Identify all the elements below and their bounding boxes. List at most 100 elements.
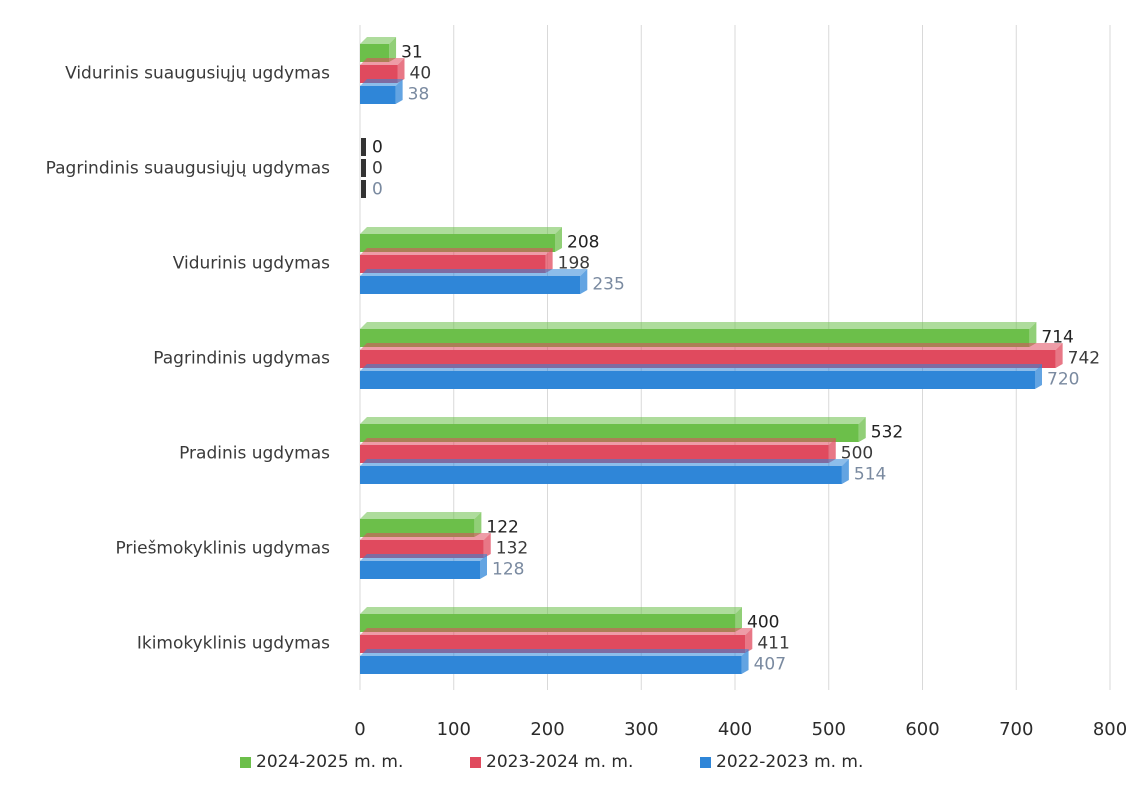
bar-vidurinis-suaugusiųjų-ugdymas-2023-2024-m-m (360, 65, 398, 83)
category-label-vidurinis-suaugusiųjų-ugdymas: Vidurinis suaugusiųjų ugdymas (65, 64, 330, 84)
bar-pagrindinis-ugdymas-2023-2024-m-m (360, 350, 1056, 368)
legend-swatch-2024-2025 (240, 756, 251, 768)
category-label-ikimokyklinis-ugdymas: Ikimokyklinis ugdymas (137, 634, 330, 654)
bar-vidurinis-suaugusiųjų-ugdymas-2022-2023-m-m (360, 86, 396, 104)
x-tick-label-0: 0 (354, 719, 365, 740)
bar-pagrindinis-ugdymas-2022-2023-m-m (360, 371, 1035, 389)
bar-top-pradinis-ugdymas-2022-2023-m-m (360, 459, 849, 466)
bar-vidurinis-ugdymas-2023-2024-m-m (360, 255, 546, 273)
data-label-pagrindinis-ugdymas-2024-2025-m-m: 714 (1041, 328, 1073, 348)
bar-depth-ikimokyklinis-ugdymas-2022-2023-m-m (741, 649, 749, 674)
x-tick-label-600: 600 (905, 719, 939, 740)
data-label-pagrindinis-ugdymas-2022-2023-m-m: 720 (1047, 370, 1079, 390)
data-label-vidurinis-suaugusiųjų-ugdymas-2024-2025-m-m: 31 (401, 43, 423, 63)
legend-label-2023-2024: 2023-2024 m. m. (486, 752, 634, 772)
category-label-pagrindinis-suaugusiųjų-ugdymas: Pagrindinis suaugusiųjų ugdymas (46, 159, 330, 179)
bar-depth-vidurinis-ugdymas-2024-2025-m-m (555, 227, 562, 252)
bar-pradinis-ugdymas-2022-2023-m-m (360, 466, 842, 484)
category-label-vidurinis-ugdymas: Vidurinis ugdymas (173, 254, 330, 274)
bar-depth-ikimokyklinis-ugdymas-2023-2024-m-m (745, 628, 753, 653)
x-tick-label-500: 500 (812, 719, 846, 740)
bar-ikimokyklinis-ugdymas-2022-2023-m-m (360, 656, 742, 674)
data-label-vidurinis-suaugusiųjų-ugdymas-2022-2023-m-m: 38 (408, 85, 430, 105)
legend-swatch-2023-2024 (470, 756, 481, 768)
data-label-pradinis-ugdymas-2022-2023-m-m: 514 (854, 465, 886, 485)
bar-depth-priešmokyklinis-ugdymas-2024-2025-m-m (474, 512, 482, 537)
bar-top-vidurinis-suaugusiųjų-ugdymas-2024-2025-m-m (360, 37, 397, 44)
data-label-pagrindinis-suaugusiųjų-ugdymas-2022-2023-m-m: 0 (372, 180, 383, 200)
bar-ikimokyklinis-ugdymas-2023-2024-m-m (360, 635, 746, 653)
legend-item-2022-2023: 2022-2023 m. m. (700, 752, 863, 772)
category-label-pagrindinis-ugdymas: Pagrindinis ugdymas (153, 349, 330, 369)
data-label-priešmokyklinis-ugdymas-2023-2024-m-m: 132 (496, 539, 528, 559)
bar-top-vidurinis-ugdymas-2023-2024-m-m (360, 248, 553, 255)
data-label-vidurinis-ugdymas-2024-2025-m-m: 208 (567, 233, 599, 253)
bar-pagrindinis-suaugusiųjų-ugdymas-2022-2023-m-m (361, 180, 366, 198)
bar-top-priešmokyklinis-ugdymas-2022-2023-m-m (360, 554, 487, 561)
bar-depth-pradinis-ugdymas-2023-2024-m-m (828, 438, 836, 463)
bar-top-ikimokyklinis-ugdymas-2023-2024-m-m (360, 628, 753, 635)
bar-top-vidurinis-suaugusiųjų-ugdymas-2022-2023-m-m (360, 79, 403, 86)
bar-depth-vidurinis-ugdymas-2022-2023-m-m (580, 269, 588, 294)
bar-pagrindinis-ugdymas-2024-2025-m-m (360, 329, 1030, 347)
legend-label-2024-2025: 2024-2025 m. m. (256, 752, 404, 772)
bar-depth-vidurinis-ugdymas-2023-2024-m-m (545, 248, 553, 273)
bar-depth-priešmokyklinis-ugdymas-2022-2023-m-m (480, 554, 487, 579)
category-label-priešmokyklinis-ugdymas: Priešmokyklinis ugdymas (115, 539, 330, 559)
x-tick-label-100: 100 (437, 719, 471, 740)
x-tick-label-300: 300 (624, 719, 658, 740)
legend-item-2024-2025: 2024-2025 m. m. (240, 752, 403, 772)
bar-depth-pagrindinis-ugdymas-2023-2024-m-m (1055, 343, 1063, 368)
bar-depth-pagrindinis-ugdymas-2024-2025-m-m (1029, 322, 1037, 347)
bar-top-priešmokyklinis-ugdymas-2023-2024-m-m (360, 533, 491, 540)
bar-top-priešmokyklinis-ugdymas-2024-2025-m-m (360, 512, 482, 519)
data-label-pradinis-ugdymas-2023-2024-m-m: 500 (841, 444, 873, 464)
bar-top-pagrindinis-ugdymas-2024-2025-m-m (360, 322, 1037, 329)
data-label-pagrindinis-ugdymas-2023-2024-m-m: 742 (1068, 349, 1100, 369)
bar-pagrindinis-suaugusiųjų-ugdymas-2023-2024-m-m (361, 159, 366, 177)
bar-top-pagrindinis-ugdymas-2022-2023-m-m (360, 364, 1042, 371)
legend-swatch-2022-2023 (700, 756, 711, 768)
bar-top-pradinis-ugdymas-2023-2024-m-m (360, 438, 836, 445)
bar-depth-vidurinis-suaugusiųjų-ugdymas-2023-2024-m-m (397, 58, 405, 83)
bar-top-vidurinis-ugdymas-2022-2023-m-m (360, 269, 588, 276)
x-tick-label-400: 400 (718, 719, 752, 740)
data-label-pradinis-ugdymas-2024-2025-m-m: 532 (871, 423, 903, 443)
x-tick-label-200: 200 (530, 719, 564, 740)
data-label-priešmokyklinis-ugdymas-2024-2025-m-m: 122 (486, 518, 518, 538)
bar-depth-pradinis-ugdymas-2022-2023-m-m (841, 459, 849, 484)
legend-label-2022-2023: 2022-2023 m. m. (716, 752, 864, 772)
bar-depth-priešmokyklinis-ugdymas-2023-2024-m-m (483, 533, 491, 558)
bar-depth-vidurinis-suaugusiųjų-ugdymas-2024-2025-m-m (389, 37, 397, 62)
bar-depth-ikimokyklinis-ugdymas-2024-2025-m-m (735, 607, 742, 632)
x-tick-label-800: 800 (1093, 719, 1127, 740)
bar-top-ikimokyklinis-ugdymas-2022-2023-m-m (360, 649, 749, 656)
bar-vidurinis-ugdymas-2024-2025-m-m (360, 234, 555, 252)
data-label-priešmokyklinis-ugdymas-2022-2023-m-m: 128 (492, 560, 524, 580)
bar-pradinis-ugdymas-2023-2024-m-m (360, 445, 829, 463)
bar-depth-vidurinis-suaugusiųjų-ugdymas-2022-2023-m-m (395, 79, 403, 104)
bar-depth-pagrindinis-ugdymas-2022-2023-m-m (1035, 364, 1042, 389)
bar-priešmokyklinis-ugdymas-2024-2025-m-m (360, 519, 475, 537)
bar-depth-pradinis-ugdymas-2024-2025-m-m (858, 417, 866, 442)
bar-top-vidurinis-ugdymas-2024-2025-m-m (360, 227, 562, 234)
bar-pagrindinis-suaugusiųjų-ugdymas-2024-2025-m-m (361, 138, 366, 156)
bar-top-vidurinis-suaugusiųjų-ugdymas-2023-2024-m-m (360, 58, 405, 65)
data-label-ikimokyklinis-ugdymas-2024-2025-m-m: 400 (747, 613, 779, 633)
data-label-pagrindinis-suaugusiųjų-ugdymas-2023-2024-m-m: 0 (372, 159, 383, 179)
bar-priešmokyklinis-ugdymas-2023-2024-m-m (360, 540, 484, 558)
bar-top-pagrindinis-ugdymas-2023-2024-m-m (360, 343, 1063, 350)
data-label-vidurinis-ugdymas-2022-2023-m-m: 235 (592, 275, 624, 295)
data-label-vidurinis-ugdymas-2023-2024-m-m: 198 (558, 254, 590, 274)
bar-top-ikimokyklinis-ugdymas-2024-2025-m-m (360, 607, 742, 614)
data-label-vidurinis-suaugusiųjų-ugdymas-2023-2024-m-m: 40 (410, 64, 432, 84)
bar-top-pradinis-ugdymas-2024-2025-m-m (360, 417, 866, 424)
bar-pradinis-ugdymas-2024-2025-m-m (360, 424, 859, 442)
data-label-ikimokyklinis-ugdymas-2023-2024-m-m: 411 (757, 634, 789, 654)
bar-vidurinis-ugdymas-2022-2023-m-m (360, 276, 581, 294)
data-label-pagrindinis-suaugusiųjų-ugdymas-2024-2025-m-m: 0 (372, 138, 383, 158)
x-tick-label-700: 700 (999, 719, 1033, 740)
bar-priešmokyklinis-ugdymas-2022-2023-m-m (360, 561, 480, 579)
legend-item-2023-2024: 2023-2024 m. m. (470, 752, 633, 772)
